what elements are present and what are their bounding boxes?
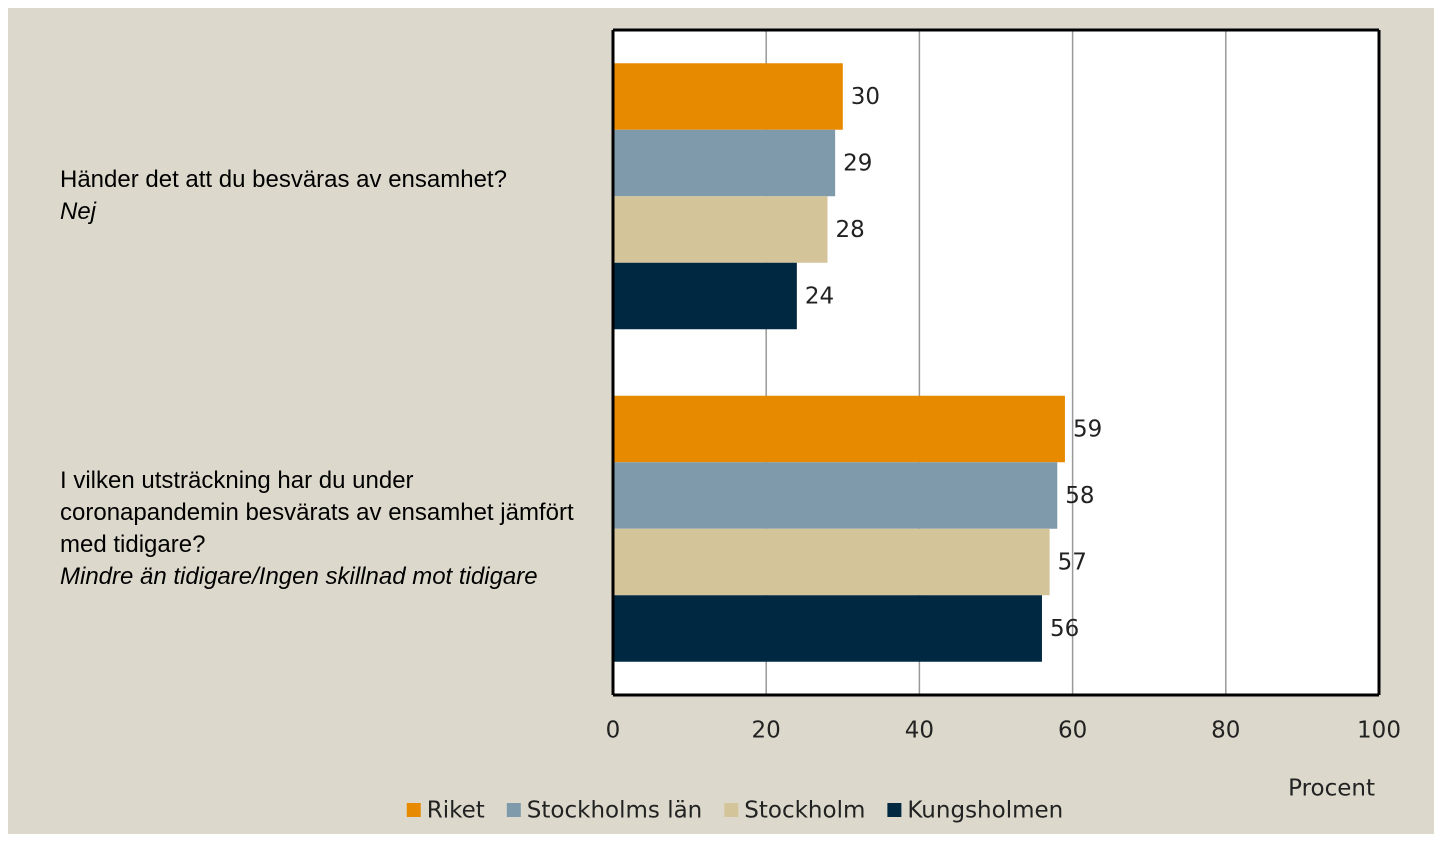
value-label: 29 — [843, 151, 872, 177]
value-label: 30 — [851, 84, 880, 110]
category-text: I vilken utsträckning har du under coron… — [60, 466, 574, 558]
x-tick-label: 80 — [1211, 718, 1240, 744]
x-tick-label: 60 — [1058, 718, 1087, 744]
x-tick-label: 40 — [905, 718, 934, 744]
legend-swatch — [506, 803, 521, 817]
legend-swatch — [887, 803, 902, 817]
legend-label: Kungsholmen — [907, 798, 1063, 824]
category-text: Händer det att du besväras av ensamhet? — [60, 166, 507, 194]
legend-label: Stockholms län — [527, 798, 702, 824]
legend-label: Riket — [427, 798, 485, 824]
x-tick-label: 20 — [752, 718, 781, 744]
bar — [613, 262, 797, 330]
value-label: 59 — [1073, 417, 1102, 443]
category-label: I vilken utsträckning har du under coron… — [60, 465, 580, 593]
x-tick-label: 100 — [1357, 718, 1401, 744]
category-note: Mindre än tidigare/Ingen skillnad mot ti… — [60, 562, 538, 590]
bar — [613, 63, 843, 130]
category-label: Händer det att du besväras av ensamhet? N… — [60, 164, 580, 228]
legend-label: Stockholm — [744, 798, 865, 824]
value-label: 56 — [1050, 616, 1079, 642]
bar — [613, 395, 1065, 463]
bar — [613, 528, 1050, 596]
category-note: Nej — [60, 198, 97, 226]
bar — [613, 462, 1058, 529]
value-label: 24 — [805, 284, 834, 310]
value-label: 58 — [1065, 483, 1094, 509]
legend-swatch — [724, 803, 739, 817]
bar — [613, 196, 828, 263]
value-label: 28 — [835, 217, 864, 243]
bar — [613, 129, 836, 197]
x-tick-label: 0 — [606, 718, 621, 744]
value-label: 57 — [1058, 550, 1087, 576]
bar — [613, 595, 1042, 662]
x-axis-label: Procent — [1288, 776, 1375, 802]
legend-swatch — [406, 803, 421, 817]
